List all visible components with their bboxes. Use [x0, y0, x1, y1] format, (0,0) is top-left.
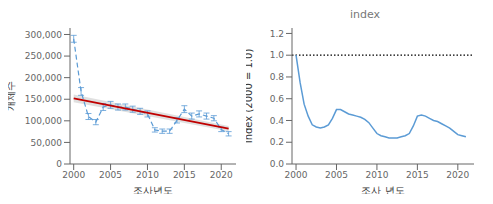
svg-text:0.4: 0.4 [270, 116, 285, 126]
svg-text:Index (2000 = 1.0): Index (2000 = 1.0) [246, 49, 254, 144]
svg-text:2020: 2020 [210, 170, 233, 180]
svg-text:2020: 2020 [446, 170, 469, 180]
svg-text:2005: 2005 [99, 170, 122, 180]
svg-text:300,000: 300,000 [25, 30, 62, 40]
svg-text:0.0: 0.0 [270, 159, 285, 169]
svg-text:0: 0 [56, 159, 62, 169]
svg-text:2010: 2010 [365, 170, 388, 180]
svg-text:2005: 2005 [325, 170, 348, 180]
svg-text:개체수: 개체수 [8, 81, 16, 111]
svg-text:100,000: 100,000 [25, 116, 62, 126]
svg-text:2000: 2000 [62, 170, 85, 180]
svg-text:2015: 2015 [173, 170, 196, 180]
svg-text:0.2: 0.2 [270, 137, 284, 147]
svg-text:1.0: 1.0 [270, 50, 285, 60]
svg-text:150,000: 150,000 [25, 94, 62, 104]
svg-text:0.8: 0.8 [270, 72, 285, 82]
svg-text:조사 년도: 조사 년도 [361, 185, 404, 194]
svg-text:200,000: 200,000 [25, 73, 62, 83]
html-text:index: index [349, 8, 380, 21]
svg-text:2010: 2010 [136, 170, 159, 180]
svg-text:2000: 2000 [285, 170, 308, 180]
svg-text:0.6: 0.6 [270, 94, 285, 104]
svg-text:2015: 2015 [406, 170, 429, 180]
svg-text:250,000: 250,000 [25, 51, 62, 61]
svg-text:조사년도: 조사년도 [133, 185, 173, 194]
svg-text:1.2: 1.2 [270, 29, 284, 39]
svg-text:50,000: 50,000 [31, 138, 63, 148]
